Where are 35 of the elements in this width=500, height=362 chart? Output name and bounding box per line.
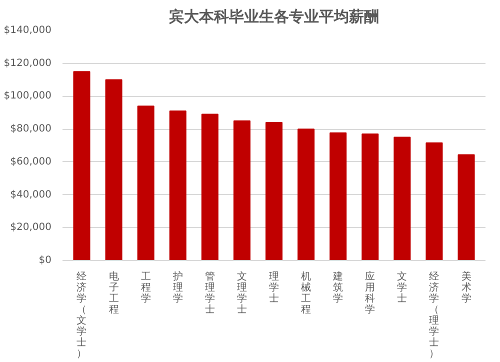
y-tick-label: $80,000 xyxy=(10,124,52,135)
bar xyxy=(233,120,250,260)
x-tick-label: 工程学 xyxy=(140,272,151,304)
x-tick-label: 美术学 xyxy=(461,270,472,304)
bar xyxy=(73,71,90,260)
y-tick-label: $140,000 xyxy=(4,25,52,36)
x-tick-label: 经济学（理学士） xyxy=(429,270,440,360)
y-tick-label: $0 xyxy=(38,255,52,266)
bar xyxy=(105,79,122,260)
x-tick-label: 文理学士 xyxy=(236,270,247,316)
y-tick-label: $20,000 xyxy=(10,222,52,234)
y-tick-label: $100,000 xyxy=(4,90,52,102)
bar xyxy=(394,136,411,260)
x-tick-label: 护理学 xyxy=(172,270,183,304)
x-tick-label: 电子工程 xyxy=(108,270,119,316)
bar xyxy=(330,132,347,260)
x-tick-label: 管理学士 xyxy=(204,272,215,316)
y-tick-label: $40,000 xyxy=(10,189,52,200)
bar xyxy=(201,114,218,260)
x-tick-label: 经济学（文学士） xyxy=(76,270,87,360)
x-tick-label: 文学士 xyxy=(397,270,408,304)
bar xyxy=(458,154,475,260)
x-tick-label: 理学士 xyxy=(269,272,279,304)
bar xyxy=(137,106,154,260)
y-tick-label: $60,000 xyxy=(10,156,52,168)
x-tick-label: 应用科学 xyxy=(365,270,376,316)
y-tick-label: $120,000 xyxy=(4,58,52,69)
chart-title: 宾大本科毕业生各专业平均薪酬 xyxy=(168,8,379,26)
bar xyxy=(426,142,443,260)
bar xyxy=(362,134,379,260)
bar xyxy=(169,110,186,260)
bar xyxy=(298,128,315,260)
x-tick-label: 机械工程 xyxy=(301,270,312,316)
bar xyxy=(265,122,283,260)
x-tick-label: 建筑学 xyxy=(332,270,344,304)
